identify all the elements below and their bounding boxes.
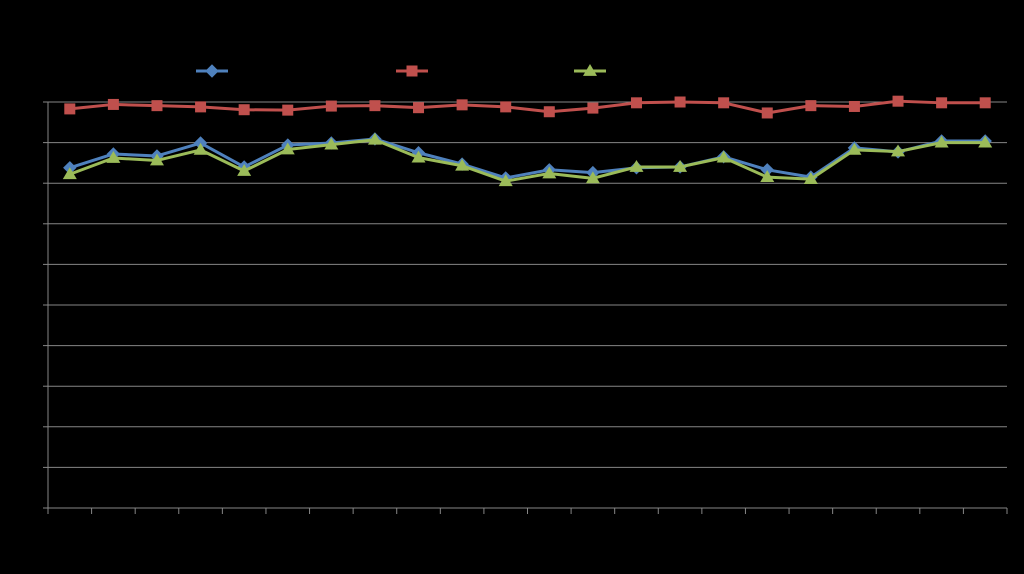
legend-entry [574, 64, 606, 76]
data-point [848, 100, 860, 112]
data-point [498, 174, 513, 187]
data-point [149, 153, 164, 166]
data-point [456, 99, 468, 111]
series [62, 95, 993, 187]
data-point [151, 100, 163, 112]
series-triangle [62, 132, 993, 187]
series-line [68, 99, 987, 115]
data-point [107, 98, 119, 110]
data-point [237, 164, 252, 176]
data-point [324, 137, 339, 150]
data-point [803, 172, 818, 185]
data-point [280, 142, 295, 155]
data-point [282, 104, 294, 116]
data-point [673, 159, 688, 172]
data-point [367, 132, 382, 145]
data-point [585, 171, 600, 184]
data-point [936, 97, 948, 109]
data-point [500, 101, 512, 113]
series-line [68, 137, 987, 180]
data-point [106, 151, 121, 163]
data-point [630, 97, 642, 109]
data-point [629, 159, 644, 172]
data-point [934, 135, 949, 148]
data-point [195, 101, 207, 113]
legend-marker [406, 65, 418, 77]
data-point [760, 170, 775, 183]
data-point [193, 142, 208, 155]
data-point [413, 102, 425, 114]
data-point [542, 166, 557, 179]
data-point [979, 97, 991, 109]
data-point [62, 167, 77, 180]
data-point [716, 150, 731, 163]
gridlines [48, 101, 1007, 468]
data-point [761, 107, 773, 119]
data-point [892, 95, 904, 107]
data-point [238, 104, 250, 116]
legend-marker [205, 64, 219, 78]
series-square [64, 95, 991, 119]
data-point [718, 97, 730, 109]
legend-entry [396, 65, 428, 77]
legend-marker [583, 64, 597, 76]
legend-entry [196, 64, 228, 78]
data-point [587, 102, 599, 114]
legend [196, 64, 606, 78]
data-point [805, 100, 817, 112]
data-point [543, 106, 555, 118]
data-point [891, 144, 906, 157]
data-point [674, 96, 686, 108]
data-point [325, 100, 337, 112]
series-line [68, 138, 987, 183]
data-point [847, 142, 862, 155]
data-point [978, 135, 993, 148]
data-point [64, 103, 76, 115]
data-point [455, 158, 470, 171]
axes [43, 101, 1008, 514]
data-point [411, 150, 426, 163]
data-point [369, 100, 381, 112]
